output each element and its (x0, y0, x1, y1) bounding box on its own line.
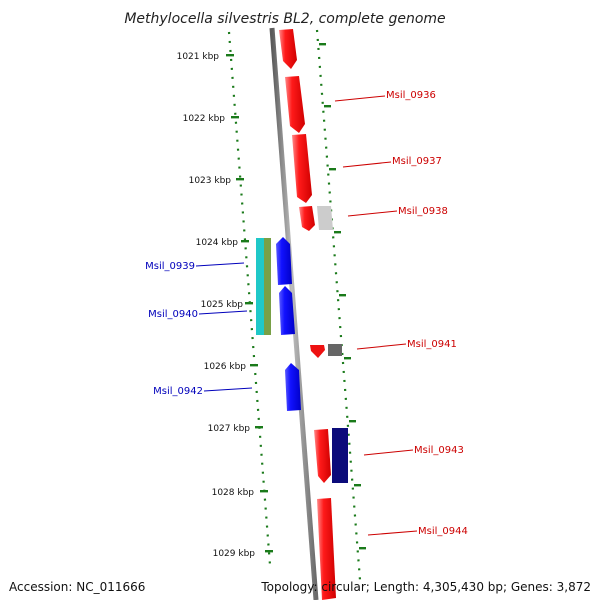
gene-arrow-msil-0941[interactable] (310, 345, 325, 358)
ruler-tick (339, 294, 346, 297)
genes (256, 29, 348, 600)
kbp-label: 1029 kbp (213, 549, 256, 559)
genome-title: Methylocella silvestris BL2, complete ge… (124, 11, 445, 27)
gene-arrow-msil-0936[interactable] (285, 76, 305, 133)
kbp-labels: 1021 kbp 1022 kbp 1023 kbp 1024 kbp 1025… (177, 52, 256, 559)
gene-labels: Msil_0936 Msil_0937 Msil_0938 Msil_0941 … (145, 90, 468, 537)
leader-line (342, 161, 392, 168)
leader-line (356, 343, 407, 350)
gene-arrow-msil-0937[interactable] (292, 134, 312, 203)
ruler-tick (236, 178, 244, 181)
kbp-label: 1024 kbp (196, 238, 239, 248)
kbp-label: 1021 kbp (177, 52, 220, 62)
ruler-tick (324, 105, 331, 108)
gene-arrow[interactable] (279, 29, 297, 69)
ruler-tick (231, 116, 239, 119)
ruler-right-dots (315, 29, 362, 581)
ruler-tick (354, 484, 361, 487)
topology-text: Topology: circular; Length: 4,305,430 bp… (261, 580, 591, 594)
ruler-tick (344, 357, 351, 360)
gene-label-msil-0938[interactable]: Msil_0938 (398, 206, 448, 217)
gene-arrow-msil-0943[interactable] (314, 429, 331, 483)
kbp-label: 1027 kbp (208, 424, 251, 434)
gene-label-msil-0942[interactable]: Msil_0942 (153, 386, 203, 397)
gene-arrow-msil-0942[interactable] (285, 363, 301, 411)
kbp-label: 1028 kbp (212, 488, 255, 498)
ruler-tick (255, 426, 263, 429)
leader-lines (195, 95, 418, 536)
gene-label-msil-0939[interactable]: Msil_0939 (145, 261, 195, 272)
gene-label-msil-0940[interactable]: Msil_0940 (148, 309, 198, 320)
ruler-tick (359, 547, 366, 550)
accession-text: Accession: NC_011666 (9, 580, 146, 594)
ruler-tick (250, 364, 258, 367)
gene-label-msil-0941[interactable]: Msil_0941 (407, 339, 457, 350)
ruler-tick (329, 168, 336, 171)
gene-bar[interactable] (332, 428, 348, 483)
kbp-label: 1025 kbp (201, 300, 244, 310)
genome-backbone (269, 27, 319, 600)
gene-arrow-msil-0944[interactable] (317, 498, 336, 600)
leader-line (198, 310, 248, 315)
ruler-tick (334, 231, 341, 234)
gene-bar-msil-0939[interactable] (256, 238, 264, 335)
ruler-tick (319, 43, 326, 46)
ruler-tick (349, 420, 356, 423)
kbp-label: 1026 kbp (204, 362, 247, 372)
gene-label-msil-0937[interactable]: Msil_0937 (392, 156, 442, 167)
leader-line (203, 387, 253, 392)
gene-arrow[interactable] (299, 206, 315, 231)
gene-arrow[interactable] (276, 237, 292, 285)
ruler-tick (260, 490, 268, 493)
gene-label-msil-0943[interactable]: Msil_0943 (414, 445, 464, 456)
gene-arrow-msil-0940[interactable] (279, 286, 295, 335)
ruler-tick (226, 54, 234, 57)
ruler-tick (245, 302, 253, 305)
ruler-tick (265, 550, 273, 553)
leader-line (195, 262, 245, 267)
leader-line (347, 210, 398, 217)
ruler-tick (241, 240, 249, 243)
gene-bar[interactable] (264, 238, 271, 335)
kbp-label: 1023 kbp (189, 176, 232, 186)
kbp-label: 1022 kbp (183, 114, 226, 124)
leader-line (363, 449, 414, 456)
gene-label-msil-0936[interactable]: Msil_0936 (386, 90, 436, 101)
ruler-left (226, 31, 273, 566)
gene-arrow-msil-0938[interactable] (317, 206, 333, 230)
gene-bar[interactable] (328, 344, 342, 356)
leader-line (334, 95, 386, 102)
ruler-right (315, 29, 366, 581)
gene-label-msil-0944[interactable]: Msil_0944 (418, 526, 468, 537)
leader-line (367, 530, 418, 536)
